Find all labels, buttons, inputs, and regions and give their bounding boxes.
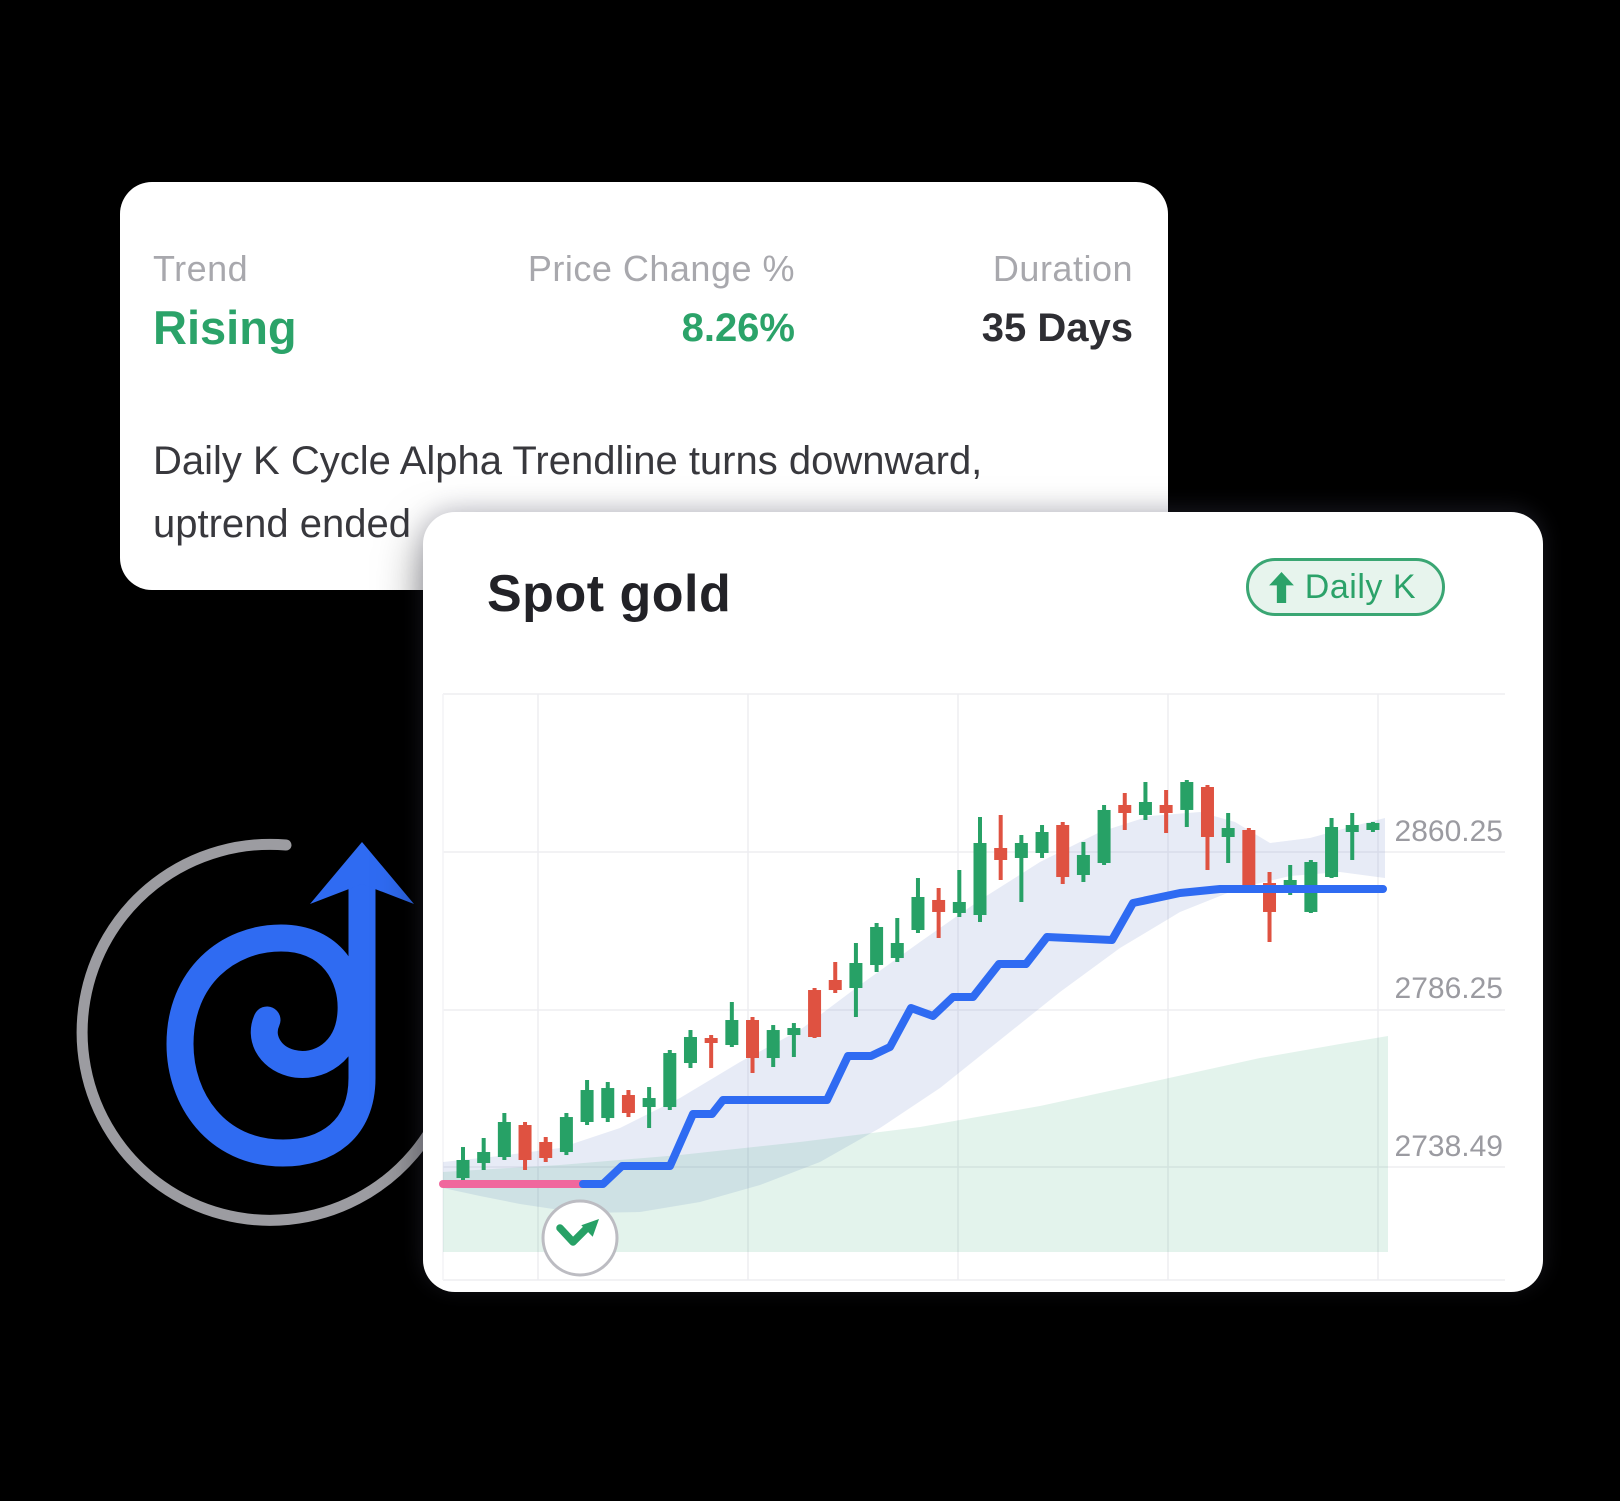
rebound-arrow-icon (556, 1224, 589, 1246)
daily-k-badge[interactable]: Daily K (1245, 558, 1445, 616)
candles (456, 780, 1380, 1182)
spot-gold-chart-card: Spot gold Daily K 2860.25 2786.25 2738.49 (423, 512, 1543, 1292)
y-axis-labels: 2860.25 2786.25 2738.49 (1395, 815, 1503, 1163)
blue-arrowhead (310, 842, 414, 904)
trend-summary-card: Trend Rising Price Change % 8.26% Durati… (120, 182, 1168, 590)
svg-text:2738.49: 2738.49 (1395, 1130, 1503, 1163)
trend-description-line2: uptrend ended (153, 502, 412, 546)
svg-text:2786.25: 2786.25 (1395, 972, 1503, 1005)
lower-band-area (443, 1036, 1388, 1252)
trend-description-line1: Daily K Cycle Alpha Trendline turns down… (153, 439, 983, 483)
alpha-trendline (579, 885, 1387, 1188)
candlestick-chart: 2860.25 2786.25 2738.49 (439, 693, 1505, 1281)
blue-spiral (166, 872, 376, 1167)
rebound-marker-button[interactable] (541, 1199, 619, 1277)
up-arrow-icon (1268, 571, 1294, 603)
daily-k-badge-label: Daily K (1304, 567, 1416, 606)
price-change-value: 8.26% (681, 306, 795, 350)
trend-label: Trend (153, 248, 249, 289)
trend-value: Rising (153, 301, 297, 354)
duration-value: 35 Days (981, 306, 1133, 350)
chart-title: Spot gold (487, 565, 732, 623)
trend-description: Daily K Cycle Alpha Trendline turns down… (153, 430, 1093, 556)
gray-ring (76, 838, 453, 1226)
spiral-growth-arrow-icon (60, 818, 480, 1250)
duration-label: Duration (992, 248, 1133, 289)
price-change-label: Price Change % (527, 248, 795, 289)
svg-text:2860.25: 2860.25 (1395, 815, 1503, 848)
